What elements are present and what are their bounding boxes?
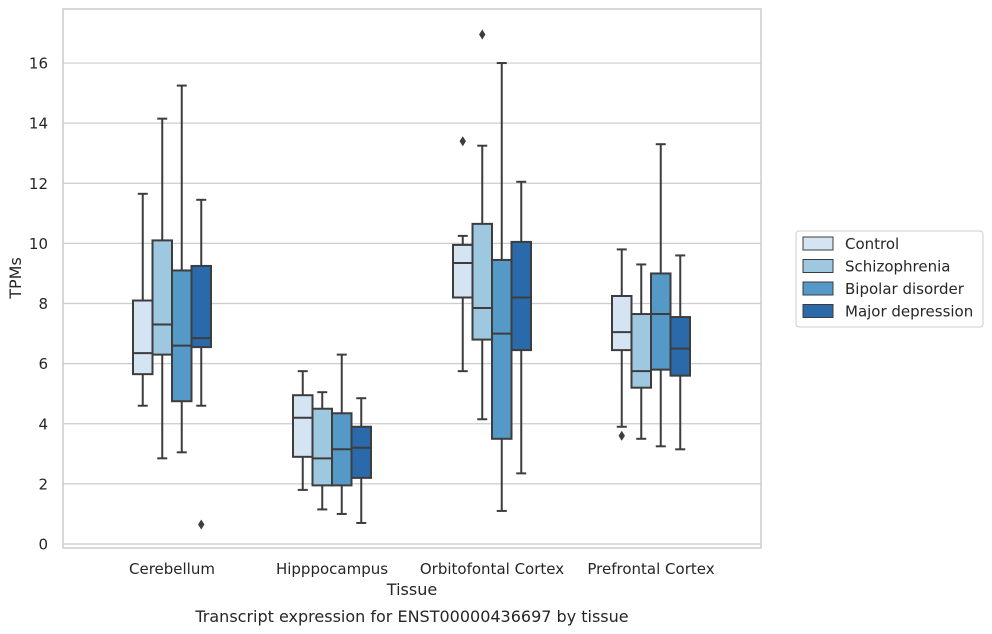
series-control [132, 136, 633, 491]
box-iqr [452, 243, 474, 299]
box-iqr [630, 313, 652, 389]
box [311, 391, 333, 511]
legend-item: Control [802, 235, 899, 253]
y-tick-label: 12 [29, 175, 48, 193]
box-iqr [491, 258, 513, 440]
legend-label: Control [845, 235, 899, 253]
box [471, 29, 493, 421]
series-bipolar-disorder [171, 62, 672, 515]
legend: Control Schizophrenia Bipolar disorder Majo… [795, 230, 984, 328]
series-schizophrenia [151, 29, 652, 511]
y-tick-label: 6 [38, 355, 48, 373]
y-tick-label: 10 [29, 235, 48, 253]
x-axis-label: Tissue [386, 580, 437, 599]
outlier-point [618, 430, 625, 441]
y-tick-label: 2 [38, 475, 48, 493]
box-iqr [510, 240, 532, 352]
outlier-point [198, 519, 205, 530]
box-iqr [669, 316, 691, 377]
box-iqr [190, 264, 212, 349]
legend-item: Schizophrenia [802, 258, 950, 276]
y-axis-ticks: 0 2 4 6 8 10 12 14 16 [29, 55, 48, 554]
legend-swatch [802, 281, 834, 296]
legend-label: Major depression [845, 303, 973, 321]
legend-swatch [802, 259, 834, 273]
box-iqr [471, 222, 493, 341]
x-tick-label: Cerebellum [129, 560, 215, 578]
box [611, 248, 633, 441]
legend-swatch [802, 236, 834, 251]
box [452, 136, 474, 373]
legend-frame [795, 230, 984, 328]
x-tick-label: Hipppocampus [276, 560, 388, 578]
box-iqr [311, 407, 333, 487]
series-major-depression [190, 180, 691, 530]
box-iqr [292, 394, 314, 458]
outlier-point [479, 29, 486, 40]
y-tick-label: 8 [38, 295, 48, 313]
x-tick-label: Prefrontal Cortex [587, 560, 714, 578]
box [630, 263, 652, 440]
x-tick-label: Orbitofontal Cortex [420, 560, 564, 578]
legend-label: Schizophrenia [845, 258, 950, 276]
box [491, 62, 513, 512]
chart-caption: Transcript expression for ENST0000043669… [194, 607, 628, 626]
box [650, 143, 672, 448]
box [171, 84, 193, 454]
y-tick-label: 4 [38, 415, 48, 433]
box-iqr [132, 299, 154, 376]
box-iqr [151, 239, 173, 356]
y-tick-label: 0 [38, 536, 48, 554]
legend-label: Bipolar disorder [845, 280, 965, 298]
box-iqr [611, 295, 633, 352]
box-iqr [350, 425, 372, 479]
legend-swatch [802, 304, 834, 318]
x-axis-ticks: Cerebellum Hipppocampus Orbitofontal Corte… [129, 560, 715, 578]
box [669, 254, 691, 451]
box [350, 397, 372, 524]
legend-item: Major depression [802, 303, 973, 321]
box-iqr [650, 272, 672, 371]
y-axis-label: TPMs [6, 257, 25, 300]
plot-area-frame [62, 8, 762, 549]
y-tick-label: 16 [29, 55, 48, 73]
box-iqr [171, 269, 193, 403]
y-tick-label: 14 [29, 115, 48, 133]
box [190, 198, 212, 530]
legend-item: Bipolar disorder [802, 280, 965, 298]
box-series [132, 29, 691, 530]
outlier-point [459, 136, 466, 147]
box [510, 180, 532, 475]
